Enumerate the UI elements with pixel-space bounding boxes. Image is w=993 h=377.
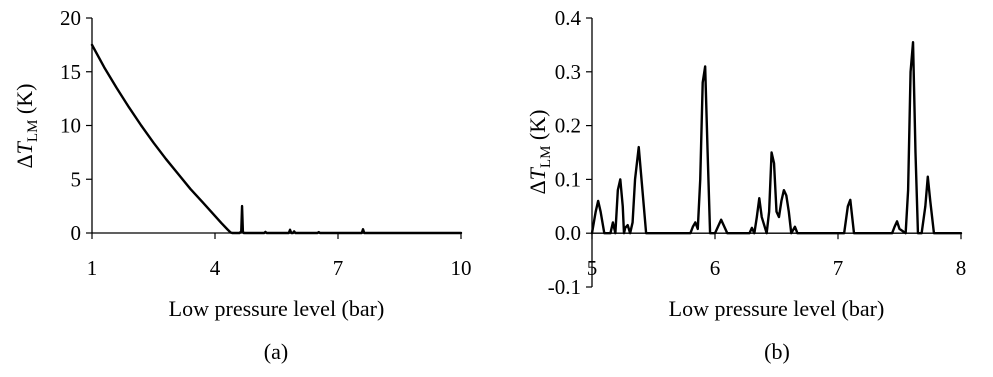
x-tick-label: 8 bbox=[956, 256, 967, 280]
chart-panel-1: 0 5 10 15 20 1 4 7 10 Low pressure level (bar) ΔTL… bbox=[12, 6, 472, 364]
y-tick-label: -0.1 bbox=[548, 275, 581, 299]
y-axis-title: ΔTLM (K) bbox=[525, 110, 554, 195]
x-tick-label: 1 bbox=[87, 256, 98, 280]
x-axis-title: Low pressure level (bar) bbox=[169, 296, 385, 321]
panel-label: (b) bbox=[764, 339, 790, 364]
y-tick-label: 0.4 bbox=[555, 6, 582, 30]
y-tick-label: 0.3 bbox=[555, 60, 581, 84]
y-tick-label: 10 bbox=[60, 114, 81, 138]
y-axis-title-prefix: Δ bbox=[12, 154, 37, 168]
x-axis-title: Low pressure level (bar) bbox=[669, 296, 885, 321]
y-axis-title-subscript: LM bbox=[25, 120, 41, 143]
x-tick-label: 10 bbox=[451, 256, 472, 280]
y-axis-title-prefix: Δ bbox=[525, 180, 550, 194]
y-tick-label: 0.0 bbox=[555, 221, 581, 245]
y-tick-label: 20 bbox=[60, 6, 81, 30]
y-tick-label: 0.2 bbox=[555, 114, 581, 138]
y-axis-title-subscript: LM bbox=[538, 146, 554, 169]
y-tick-label: 0.1 bbox=[555, 167, 581, 191]
y-tick-label: 0 bbox=[71, 221, 82, 245]
y-axis-title-unit: (K) bbox=[12, 84, 37, 120]
y-axis-title-unit: (K) bbox=[525, 110, 550, 146]
x-tick-label: 7 bbox=[833, 256, 844, 280]
y-axis-title-variable: T bbox=[12, 140, 37, 154]
series-line-1 bbox=[90, 43, 463, 235]
series-line-1 bbox=[590, 41, 963, 235]
x-tick-label: 5 bbox=[587, 256, 598, 280]
y-axis-title-variable: T bbox=[525, 166, 550, 180]
y-tick-label: 5 bbox=[71, 167, 82, 191]
x-tick-label: 4 bbox=[210, 256, 221, 280]
x-tick-label: 7 bbox=[333, 256, 344, 280]
y-axis-title: ΔTLM (K) bbox=[12, 84, 41, 169]
x-tick-label: 6 bbox=[710, 256, 721, 280]
chart-panel-2: -0.1 0.0 0.1 0.2 0.3 0.4 5 6 7 8 Low pressure leve… bbox=[525, 6, 966, 364]
y-tick-label: 15 bbox=[60, 60, 81, 84]
panel-label: (a) bbox=[264, 339, 288, 364]
